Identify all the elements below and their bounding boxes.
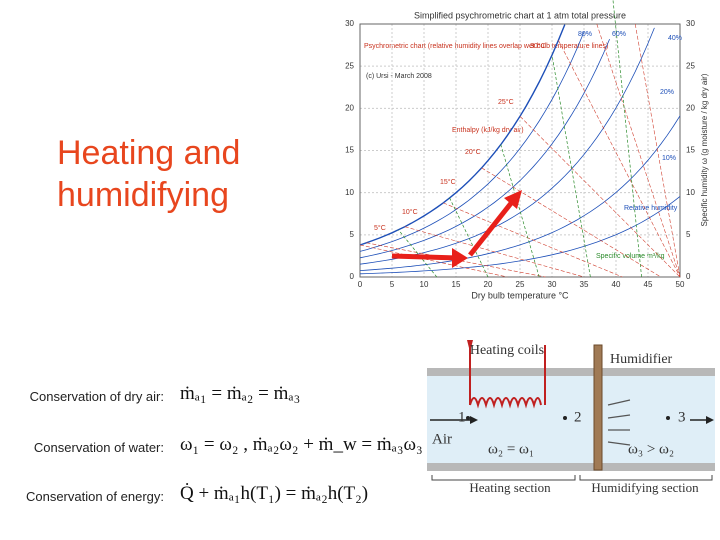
y-tick-label: 0 [350,272,355,281]
y-tick-label: 25 [345,61,354,70]
air-arrow [706,416,714,424]
diagram-label: Air [432,431,452,447]
diagram-label: ω₃ > ω₂ [628,441,674,457]
y-tick-label: 15 [686,146,695,155]
humidifier-pipe [593,344,603,471]
y-tick-label: 25 [686,61,695,70]
duct-wall [427,368,715,376]
equation-label: Conservation of water: [33,440,164,455]
process-arrow [468,200,514,257]
spray [607,399,631,446]
x-tick-label: 40 [612,280,621,289]
x-tick-label: 15 [452,280,461,289]
x-tick-label: 0 [358,280,363,289]
section-label: Humidifying section [591,480,699,495]
state-point [466,416,470,420]
rh-label: 80% [578,31,592,38]
rh-label: 60% [612,31,626,38]
rh-curve [359,38,610,259]
x-axis-label: Dry bulb temperature °C [471,290,569,300]
equation-label: Conservation of energy: [25,489,164,504]
x-tick-label: 30 [548,280,557,289]
equation-label: Conservation of dry air: [29,389,164,404]
section-label: Heating section [469,480,551,495]
chart-note: Enthalpy (kJ/kg dry air) [452,127,524,134]
temp-label: 20°C [465,148,481,156]
rh-curve [359,31,585,252]
chart-note: Specific volume m³/kg [596,253,665,260]
x-tick-label: 25 [516,280,525,289]
x-tick-label: 50 [676,280,685,289]
enthalpy-line [634,23,681,278]
rh-curve [359,196,681,275]
y-tick-label: 30 [686,19,695,28]
y-tick-label: 10 [345,188,354,197]
coil-wire [469,345,546,405]
temp-label: 30°C [530,42,546,50]
y-tick-label: 20 [686,103,695,112]
y-tick-label: 5 [350,230,355,239]
temp-label: 10°C [402,208,418,216]
x-tick-label: 5 [390,280,395,289]
diagram-label: 1 [458,409,466,425]
process-arrow [391,253,459,261]
volume-line [612,0,642,278]
arrow [467,340,473,352]
enthalpy-line [404,226,585,278]
duct-wall [427,463,715,471]
y-tick-label: 10 [686,188,695,197]
y-tick-label: 30 [345,19,354,28]
process-arrow [452,248,468,268]
diagram-label: Humidifier [610,352,673,367]
section-bracket [431,475,713,481]
diagram-label: ω₂ = ω₁ [488,441,534,457]
chart-credit: (c) Ursi - March 2008 [366,73,432,80]
heating-coil [469,397,542,409]
temp-label: 15°C [440,178,456,186]
x-tick-label: 10 [420,280,429,289]
y-axis-label: Specific humidity ω (g moisture / kg dry… [700,73,709,226]
chart-note: Relative humidity [624,205,678,212]
rh-curve [359,24,566,246]
y-tick-label: 20 [345,103,354,112]
air-arrow [470,416,478,424]
rh-label: 10% [662,155,676,162]
state-point [666,416,670,420]
enthalpy-line [481,167,661,278]
enthalpy-line [359,244,508,278]
rh-label: 40% [668,35,682,42]
diagram-label: 2 [574,409,582,425]
process-arrow [504,190,522,209]
state-point [563,416,567,420]
x-tick-label: 45 [644,280,653,289]
enthalpy-line [443,202,623,278]
equation: ṁₐ₁ = ṁₐ₂ = ṁₐ₃ [180,383,301,404]
equation: Q̇ + ṁₐ₁h(T₁) = ṁₐ₂h(T₂) [180,483,369,504]
enthalpy-line [558,40,681,278]
equation: ω₁ = ω₂ , ṁₐ₂ω₂ + ṁ_w = ṁₐ₃ω₃ [180,434,423,455]
slide-title: Heating and humidifying [57,134,241,214]
volume-line [398,229,438,278]
y-tick-label: 5 [686,230,691,239]
rh-curve [359,115,681,271]
chart-title: Simplified psychrometric chart at 1 atm … [414,10,626,20]
y-tick-label: 0 [686,272,691,281]
x-tick-label: 20 [484,280,493,289]
rh-label: 20% [660,89,674,96]
enthalpy-line [596,23,681,278]
diagram-label: Heating coils [470,343,544,358]
temp-label: 25°C [498,98,514,106]
x-tick-label: 35 [580,280,589,289]
chart-note: Psychrometric chart (relative humidity l… [364,43,608,50]
volume-line [500,144,540,278]
diagram-label: 3 [678,409,686,425]
y-tick-label: 15 [345,146,354,155]
volume-line [551,55,591,278]
plot-frame [359,23,681,278]
temp-label: 5°C [374,224,386,232]
enthalpy-line [519,116,681,278]
